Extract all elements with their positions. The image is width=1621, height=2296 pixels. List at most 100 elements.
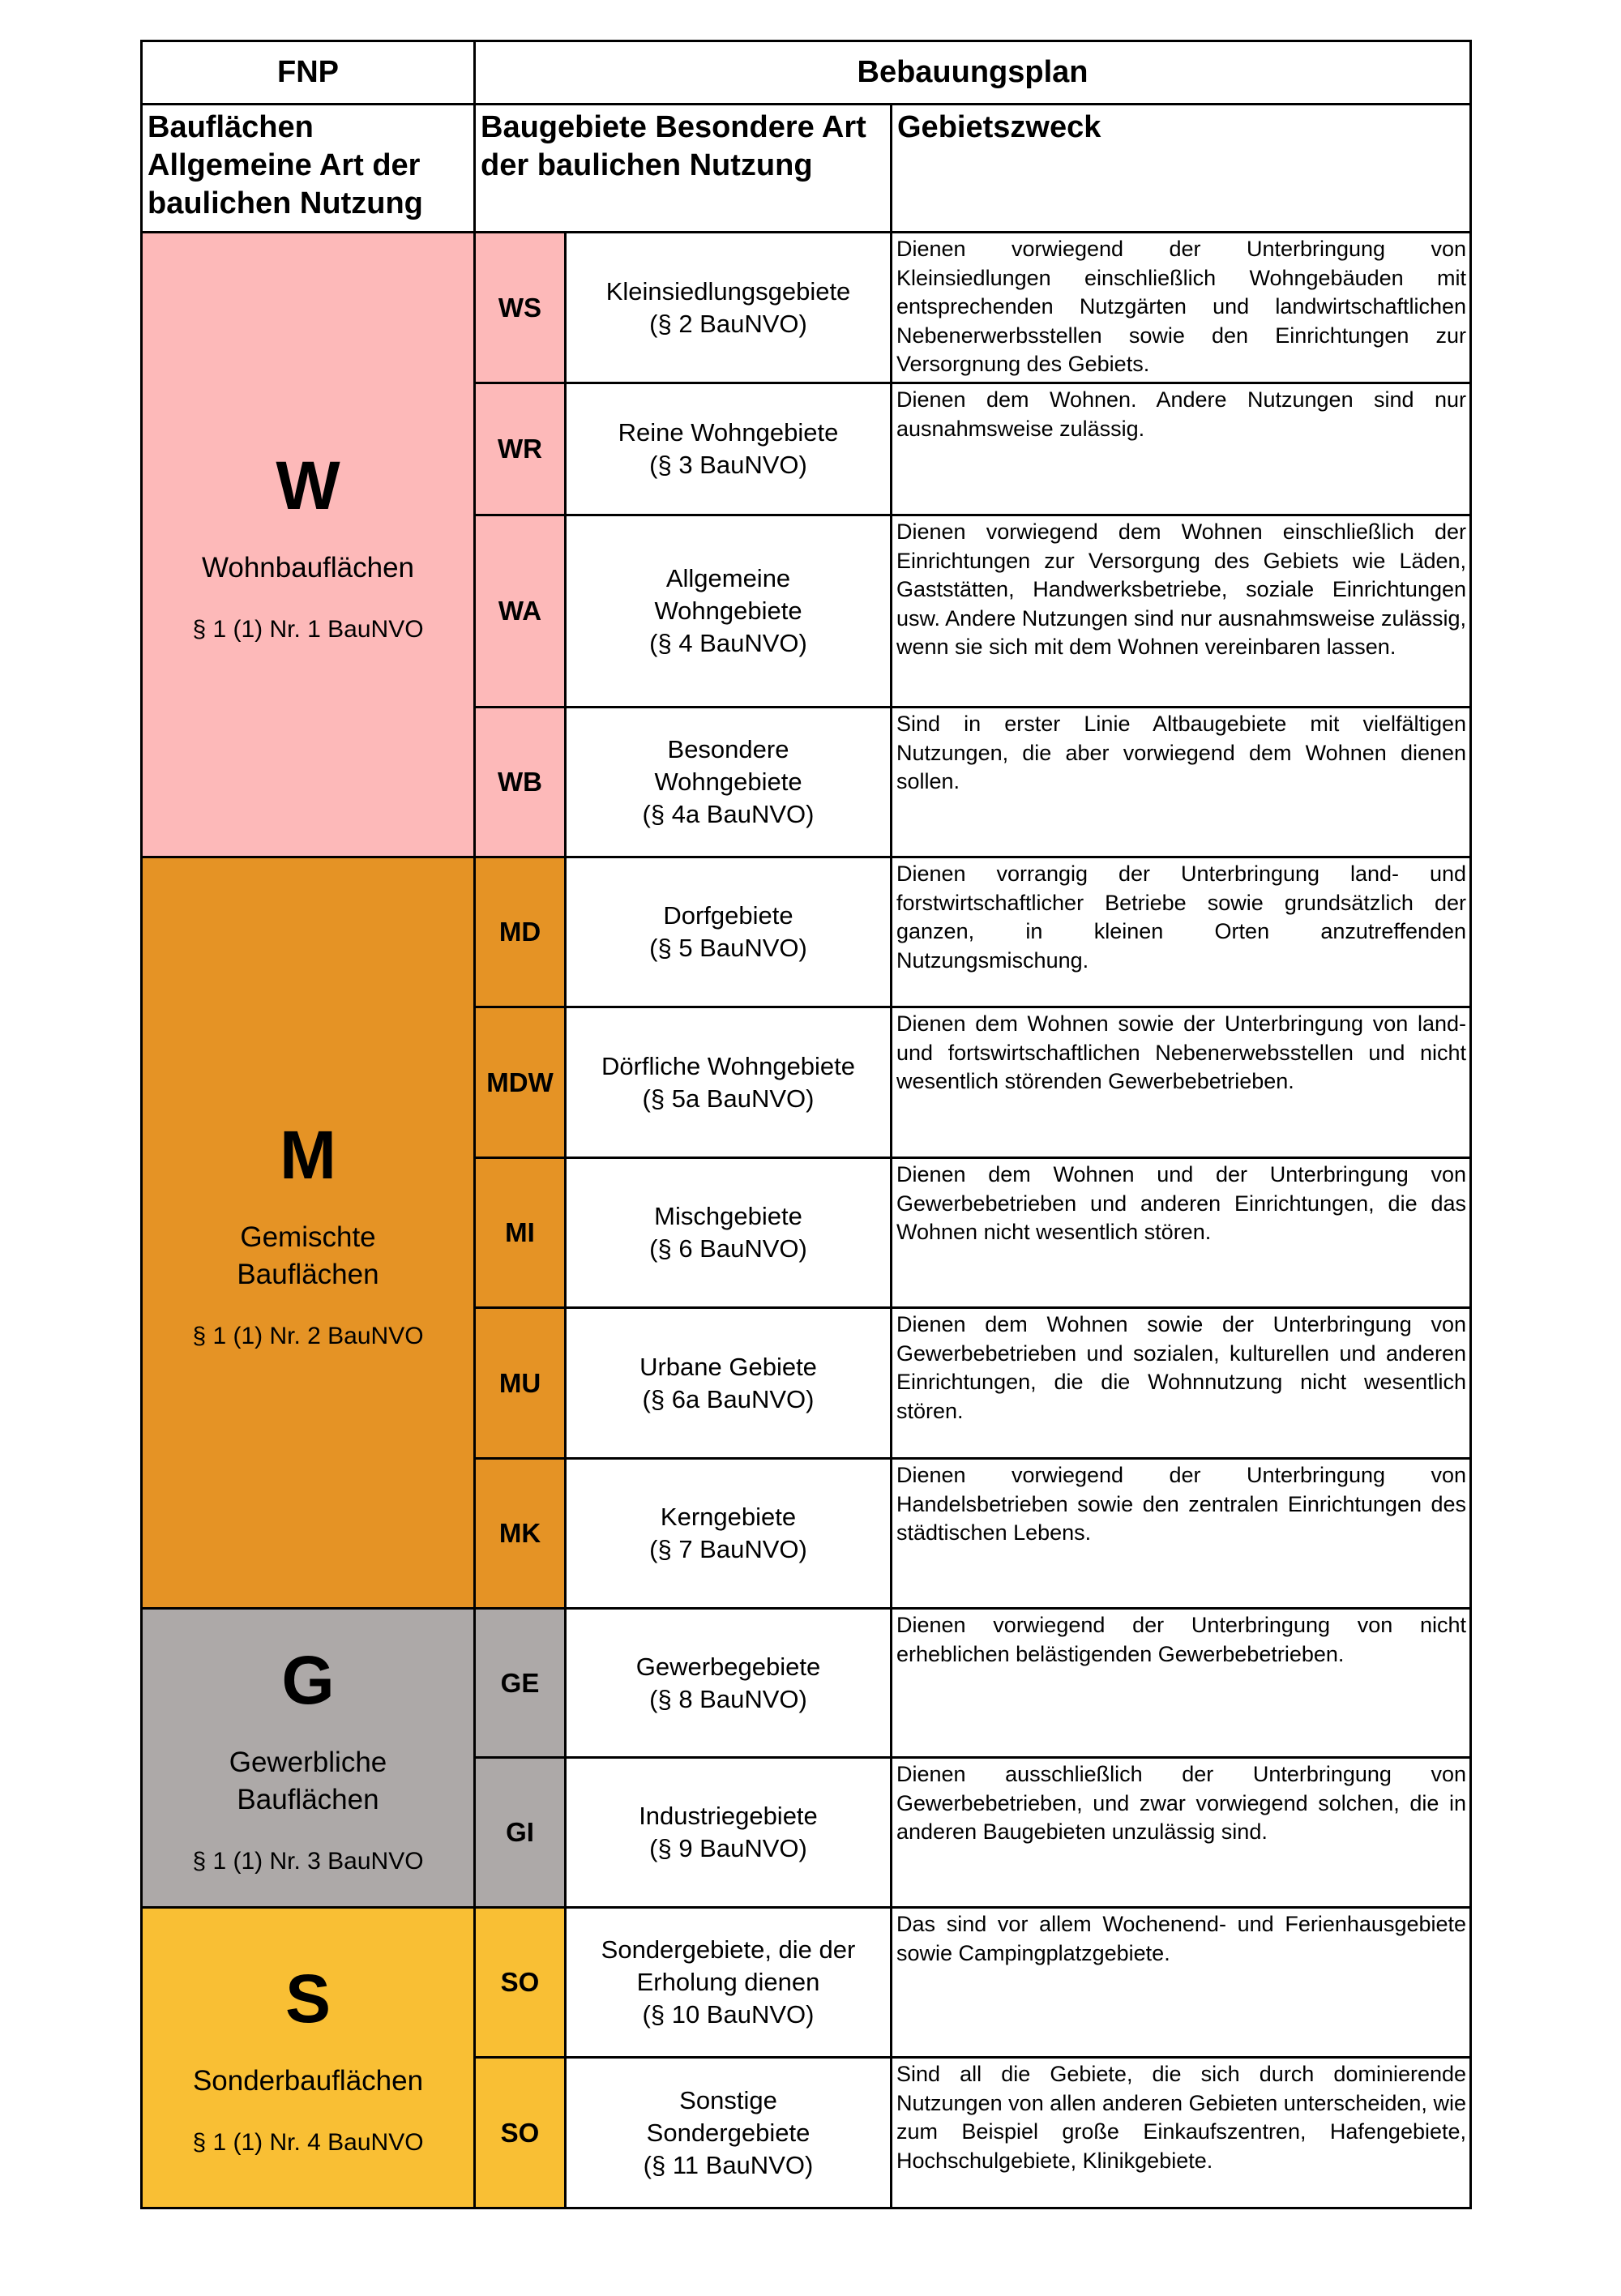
area-code: WB (473, 706, 567, 858)
area-paragraph: (§ 2 BauNVO) (649, 309, 807, 338)
area-name: Dorfgebiete (663, 901, 793, 930)
area-purpose: Dienen vorrangig der Unterbringung land-… (889, 856, 1473, 1008)
area-purpose: Dienen vorwiegend der Unterbringung von … (889, 1607, 1473, 1759)
area-name: Dörfliche Wohngebiete (601, 1051, 856, 1080)
area-paragraph: (§ 6a BauNVO) (642, 1384, 815, 1413)
group-paragraph: § 1 (1) Nr. 1 BauNVO (192, 615, 424, 643)
group-letter: W (276, 447, 340, 524)
group-letter: M (280, 1116, 336, 1193)
group-name: Gewerbliche Bauflächen (229, 1746, 387, 1815)
area-code: GI (473, 1756, 567, 1909)
area-name-cell: Reine Wohngebiete (§ 3 BauNVO) (564, 382, 892, 516)
table-row: WB Besondere Wohngebiete (§ 4a BauNVO) Si… (142, 706, 1473, 858)
header-baugebiete: Baugebiete Besondere Art der baulichen N… (473, 103, 892, 233)
area-name: Besondere Wohngebiete (654, 735, 802, 796)
table-row: MI Mischgebiete (§ 6 BauNVO) Dienen dem W… (142, 1157, 1473, 1309)
area-code: MDW (473, 1006, 567, 1159)
area-purpose: Dienen dem Wohnen sowie der Unterbringun… (889, 1306, 1473, 1460)
area-paragraph: (§ 4 BauNVO) (649, 629, 807, 657)
area-purpose: Sind all die Gebiete, die sich durch dom… (889, 2056, 1473, 2209)
area-name: Mischgebiete (654, 1202, 802, 1230)
area-name-cell: Dorfgebiete (§ 5 BauNVO) (564, 856, 892, 1008)
area-name: Sondergebiete, die der Erholung dienen (601, 1935, 856, 1996)
fnp-group-S: S Sonderbauflächen § 1 (1) Nr. 4 BauNVO (140, 1906, 476, 2209)
table-row: GI Industriegebiete (§ 9 BauNVO) Dienen a… (142, 1756, 1473, 1909)
table-row: W Wohnbauflächen § 1 (1) Nr. 1 BauNVO WS Kl… (140, 231, 1473, 858)
area-purpose: Das sind vor allem Wochenend- und Ferien… (889, 1906, 1473, 2059)
area-code: WR (473, 382, 567, 516)
area-name: Gewerbegebiete (635, 1652, 821, 1681)
area-code: MU (473, 1306, 567, 1460)
area-name-cell: Allgemeine Wohngebiete (§ 4 BauNVO) (564, 514, 892, 708)
area-name-cell: Sondergebiete, die der Erholung dienen (§… (564, 1906, 892, 2059)
area-name-cell: Besondere Wohngebiete (§ 4a BauNVO) (564, 706, 892, 858)
area-purpose: Dienen ausschließlich der Unterbringung … (889, 1756, 1473, 1909)
table-row: WR Reine Wohngebiete (§ 3 BauNVO) Dienen … (142, 382, 1473, 516)
area-code: MK (473, 1457, 567, 1610)
area-paragraph: (§ 4a BauNVO) (642, 800, 815, 828)
area-purpose: Dienen vorwiegend der Unterbringung von … (889, 1457, 1473, 1610)
area-name: Kerngebiete (660, 1503, 797, 1531)
group-paragraph: § 1 (1) Nr. 2 BauNVO (192, 1322, 424, 1349)
area-name-cell: Dörfliche Wohngebiete (§ 5a BauNVO) (564, 1006, 892, 1159)
table-row: MK Kerngebiete (§ 7 BauNVO) Dienen vorwie… (142, 1457, 1473, 1610)
table-row: G Gewerbliche Bauflächen § 1 (1) Nr. 3 Bau… (140, 1607, 1473, 1909)
area-code: WS (473, 231, 567, 384)
area-name: Sonstige Sondergebiete (646, 2085, 810, 2147)
area-name-cell: Mischgebiete (§ 6 BauNVO) (564, 1157, 892, 1309)
area-code: SO (473, 2056, 567, 2209)
area-purpose: Dienen vorwiegend der Unterbringung von … (889, 231, 1473, 384)
area-code: MD (473, 856, 567, 1008)
table-row: S Sonderbauflächen § 1 (1) Nr. 4 BauNVO SO … (140, 1906, 1473, 2209)
area-name: Kleinsiedlungsgebiete (605, 276, 851, 306)
area-code: WA (473, 514, 567, 708)
table-row: MU Urbane Gebiete (§ 6a BauNVO) Dienen de… (142, 1306, 1473, 1460)
fnp-group-W: W Wohnbauflächen § 1 (1) Nr. 1 BauNVO (140, 231, 476, 858)
area-name: Industriegebiete (639, 1802, 818, 1830)
area-paragraph: (§ 11 BauNVO) (643, 2150, 814, 2179)
table-row: M Gemischte Bauflächen § 1 (1) Nr. 2 BauNV… (140, 856, 1473, 1610)
group-paragraph: § 1 (1) Nr. 3 BauNVO (192, 1847, 424, 1875)
area-name-cell: Industriegebiete (§ 9 BauNVO) (564, 1756, 892, 1909)
group-letter: S (284, 1960, 331, 2037)
fnp-group-G: G Gewerbliche Bauflächen § 1 (1) Nr. 3 Bau… (140, 1607, 476, 1909)
table-row: SO Sonstige Sondergebiete (§ 11 BauNVO) S… (142, 2056, 1473, 2209)
area-paragraph: (§ 5a BauNVO) (642, 1084, 815, 1113)
fnp-group-M: M Gemischte Bauflächen § 1 (1) Nr. 2 BauNV… (140, 856, 476, 1610)
table-row: WA Allgemeine Wohngebiete (§ 4 BauNVO) Di… (142, 514, 1473, 708)
area-paragraph: (§ 7 BauNVO) (649, 1535, 807, 1563)
header-bebauungsplan: Bebauungsplan (473, 40, 1473, 105)
area-paragraph: (§ 6 BauNVO) (649, 1234, 807, 1263)
area-name-cell: Kerngebiete (§ 7 BauNVO) (564, 1457, 892, 1610)
area-purpose: Sind in erster Linie Altbaugebiete mit v… (889, 706, 1473, 858)
table-row: MDW Dörfliche Wohngebiete (§ 5a BauNVO) D… (142, 1006, 1473, 1159)
area-paragraph: (§ 10 BauNVO) (642, 2000, 815, 2029)
area-name: Reine Wohngebiete (618, 418, 839, 447)
area-name-cell: Urbane Gebiete (§ 6a BauNVO) (564, 1306, 892, 1460)
area-code: GE (473, 1607, 567, 1759)
area-purpose: Dienen dem Wohnen sowie der Unterbringun… (889, 1006, 1473, 1159)
group-name: Sonderbauflächen (192, 2064, 424, 2097)
area-code: SO (473, 1906, 567, 2059)
group-letter: G (281, 1641, 335, 1718)
area-name: Allgemeine Wohngebiete (654, 564, 802, 625)
group-paragraph: § 1 (1) Nr. 4 BauNVO (192, 2128, 424, 2156)
area-paragraph: (§ 9 BauNVO) (649, 1834, 807, 1862)
group-name: Gemischte Bauflächen (237, 1221, 379, 1290)
header-fnp: FNP (140, 40, 476, 105)
baunutzung-table: FNP Bebauungsplan Bauflächen Allgemeine … (140, 40, 1473, 2209)
area-purpose: Dienen dem Wohnen und der Unterbringung … (889, 1157, 1473, 1309)
area-code: MI (473, 1157, 567, 1309)
area-name-cell: Kleinsiedlungsgebiete (§ 2 BauNVO) (564, 231, 892, 384)
area-purpose: Dienen dem Wohnen. Andere Nutzungen sind… (889, 382, 1473, 516)
header-bauflaechen: Bauflächen Allgemeine Art der baulichen … (140, 103, 476, 233)
area-paragraph: (§ 3 BauNVO) (649, 451, 807, 479)
area-paragraph: (§ 8 BauNVO) (649, 1684, 807, 1713)
area-name-cell: Sonstige Sondergebiete (§ 11 BauNVO) (564, 2056, 892, 2209)
header-gebietszweck: Gebietszweck (889, 103, 1473, 233)
group-name: Wohnbauflächen (201, 551, 415, 584)
area-paragraph: (§ 5 BauNVO) (649, 934, 807, 962)
area-name-cell: Gewerbegebiete (§ 8 BauNVO) (564, 1607, 892, 1759)
area-name: Urbane Gebiete (639, 1352, 817, 1381)
area-purpose: Dienen vorwiegend dem Wohnen einschließl… (889, 514, 1473, 708)
